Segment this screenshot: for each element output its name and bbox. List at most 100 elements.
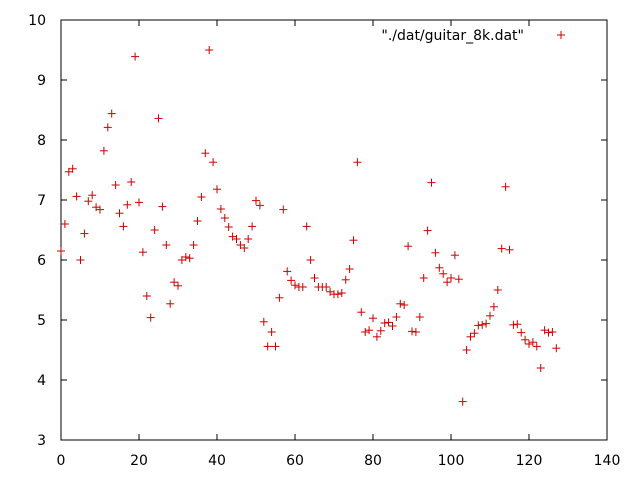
legend: "./dat/guitar_8k.dat" xyxy=(381,28,565,44)
y-tick-label: 3 xyxy=(37,433,46,449)
legend-label: "./dat/guitar_8k.dat" xyxy=(381,28,524,44)
data-point xyxy=(220,214,229,222)
data-point xyxy=(232,235,241,243)
y-tick-label: 9 xyxy=(37,73,46,89)
data-point xyxy=(135,198,143,207)
x-tick-label: 100 xyxy=(438,453,465,469)
data-point xyxy=(345,265,354,273)
data-point xyxy=(76,256,85,264)
data-point xyxy=(259,317,268,326)
data-point xyxy=(275,293,284,302)
x-tick-label: 80 xyxy=(364,453,382,469)
y-tick-label: 8 xyxy=(37,133,46,149)
data-point xyxy=(439,269,448,278)
data-point xyxy=(450,251,459,260)
data-point xyxy=(517,328,526,337)
data-point xyxy=(166,299,175,308)
data-point xyxy=(57,247,65,255)
data-point xyxy=(478,320,487,329)
data-point xyxy=(365,326,374,335)
data-point xyxy=(88,191,97,200)
data-point xyxy=(458,397,467,406)
data-point xyxy=(333,290,342,299)
data-point xyxy=(462,346,471,354)
data-point xyxy=(60,220,69,228)
data-point xyxy=(302,222,311,231)
x-tick-label: 60 xyxy=(286,453,304,469)
data-point xyxy=(454,275,463,284)
data-point xyxy=(404,242,413,251)
data-point xyxy=(131,52,140,61)
data-point xyxy=(99,146,108,155)
data-point xyxy=(283,267,292,276)
data-point xyxy=(396,299,405,308)
data-point xyxy=(248,222,257,231)
data-point xyxy=(197,193,206,201)
data-point xyxy=(263,342,272,351)
x-tick-label: 0 xyxy=(57,453,66,469)
data-point xyxy=(513,320,522,329)
data-point xyxy=(216,205,225,213)
data-point xyxy=(138,248,147,257)
x-tick-label: 120 xyxy=(516,453,543,469)
data-point xyxy=(349,236,358,245)
x-tick-label: 40 xyxy=(208,453,226,469)
data-point xyxy=(154,114,163,123)
x-tick-label: 140 xyxy=(594,453,621,469)
data-point xyxy=(123,200,132,209)
data-point xyxy=(240,244,249,252)
data-point xyxy=(185,254,194,263)
data-point xyxy=(361,328,370,336)
data-point xyxy=(107,109,116,118)
data-point xyxy=(482,319,491,328)
data-point xyxy=(474,321,483,330)
y-tick-label: 5 xyxy=(37,313,46,329)
data-point xyxy=(447,274,455,282)
data-point xyxy=(252,196,260,205)
data-point xyxy=(193,217,202,225)
data-point xyxy=(201,149,210,158)
data-point xyxy=(411,328,420,336)
data-point xyxy=(532,342,541,351)
y-tick-label: 7 xyxy=(37,193,46,209)
data-point xyxy=(337,289,346,297)
data-point xyxy=(528,338,537,347)
data-point xyxy=(115,209,124,218)
data-point xyxy=(267,328,276,336)
data-point xyxy=(357,308,366,317)
data-point xyxy=(493,286,502,294)
data-point xyxy=(548,328,557,336)
data-point xyxy=(322,283,331,291)
x-tick-label: 20 xyxy=(130,453,148,469)
data-point xyxy=(423,226,432,235)
data-point xyxy=(72,192,81,201)
data-point xyxy=(224,223,233,231)
data-point xyxy=(372,332,381,341)
data-point xyxy=(84,197,93,206)
data-point xyxy=(209,158,218,167)
data-point xyxy=(384,318,393,327)
data-point xyxy=(427,178,436,187)
data-point xyxy=(119,222,128,231)
data-point xyxy=(419,274,428,282)
data-point xyxy=(142,292,151,300)
data-point xyxy=(435,263,444,272)
axis-ticks xyxy=(60,19,608,441)
data-point xyxy=(310,274,319,282)
data-point xyxy=(380,319,389,327)
data-point xyxy=(486,311,494,320)
data-point xyxy=(505,245,514,254)
data-point xyxy=(279,205,288,214)
data-point xyxy=(376,326,385,335)
axis-tick-labels: 0 20 40 60 80 100 120 140 3 4 5 6 7 8 9 10 xyxy=(28,13,620,469)
data-point xyxy=(103,123,112,132)
data-point xyxy=(443,278,452,287)
data-point xyxy=(244,235,253,243)
data-point xyxy=(174,281,182,290)
data-point xyxy=(521,335,530,344)
data-point xyxy=(353,158,362,167)
data-point xyxy=(306,256,315,264)
data-point xyxy=(536,364,545,372)
data-point xyxy=(552,344,561,353)
